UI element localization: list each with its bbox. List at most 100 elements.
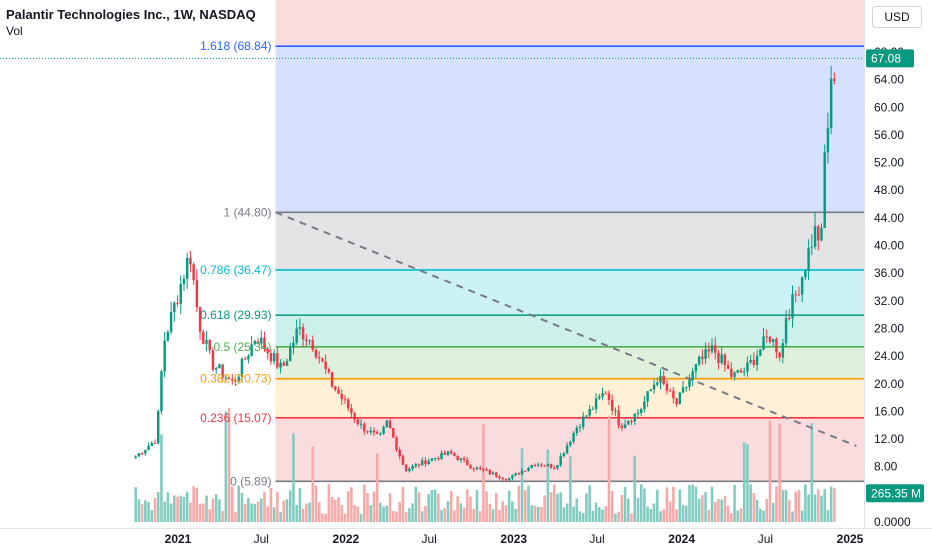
candle-body (211, 350, 215, 370)
candle-body (755, 355, 759, 366)
volume-bar (643, 488, 646, 522)
candle-body (156, 411, 160, 444)
candle-body (334, 386, 337, 390)
volume-bar (295, 504, 298, 522)
volume-bar (327, 484, 331, 522)
candle-body (697, 356, 701, 365)
time-tick: 2021 (165, 532, 192, 546)
volume-bar (739, 508, 743, 522)
candle-body (462, 458, 466, 460)
candle-body (656, 382, 659, 385)
volume-bar (578, 511, 582, 522)
candle-body (382, 426, 385, 434)
volume-bar (301, 508, 305, 522)
candle-body (134, 456, 137, 458)
price-tick: 64.00 (874, 73, 904, 87)
candle-body (759, 349, 762, 356)
volume-bar (469, 496, 472, 522)
candle-body (829, 78, 833, 128)
volume-bar (440, 509, 443, 522)
currency-selector[interactable]: USD (872, 6, 922, 28)
candle-body (643, 401, 646, 410)
volume-bar (665, 487, 669, 522)
candle-body (588, 409, 591, 416)
volume-bar (369, 505, 373, 522)
volume-bar (536, 506, 540, 522)
trendline-layer[interactable] (275, 211, 857, 447)
volume-bar (823, 489, 826, 522)
candle-body (359, 423, 363, 425)
last-price-badge (866, 49, 914, 68)
volume-bar (617, 511, 620, 522)
volume-bar (337, 497, 340, 522)
volume-bar (768, 420, 772, 522)
volume-bar (160, 434, 163, 522)
volume-bar (614, 513, 617, 522)
volume-bar (559, 492, 562, 522)
candle-body (169, 311, 173, 332)
candle-body (369, 430, 372, 433)
price-axis[interactable]: 0.0000 8.00 12.00 16.00 20.00 24.00 28.00 32.00… (874, 45, 911, 529)
candle-body (498, 476, 501, 479)
candle-body (408, 468, 411, 472)
volume-bar (501, 501, 505, 522)
candle-body (598, 396, 601, 399)
volume-bar (575, 498, 579, 522)
fib-zone (275, 212, 864, 270)
volume-bar (820, 495, 823, 522)
candle-body (646, 391, 649, 402)
candle-body (176, 302, 179, 304)
volume-bar (189, 502, 192, 522)
volume-bar (144, 500, 147, 522)
candle-body (363, 423, 366, 432)
candle-body (491, 472, 495, 475)
volume-bar (411, 503, 414, 522)
candle-body (295, 328, 298, 343)
volume-bar (591, 510, 595, 522)
volume-bar (787, 500, 791, 522)
time-axis[interactable]: 2021 Jul 2022 Jul 2023 Jul 2024 Jul 2025 (165, 532, 864, 546)
volume-bar (569, 456, 572, 522)
price-tick: 60.00 (874, 100, 904, 114)
fib-fill-zones (275, 0, 864, 482)
candle-body (691, 371, 694, 380)
volume-bar (266, 506, 269, 522)
volume-indicator-label[interactable]: Vol (6, 24, 23, 38)
candle-body (810, 246, 814, 248)
volume-bar (668, 501, 672, 522)
volume-bar (775, 486, 778, 522)
volume-bar (601, 509, 604, 522)
volume-bars (134, 407, 836, 522)
volume-bar (214, 494, 218, 522)
volume-bar (723, 496, 727, 522)
volume-bar (717, 498, 720, 522)
candle-body (742, 371, 746, 373)
time-tick: Jul (589, 532, 604, 546)
candle-body (231, 379, 234, 381)
volume-bar (314, 485, 318, 522)
candle-body (379, 433, 382, 435)
volume-bar (800, 510, 804, 522)
volume-bar (173, 495, 176, 522)
candle-body (540, 464, 543, 466)
candle-body (575, 427, 579, 434)
volume-bar (366, 492, 369, 522)
trendline[interactable] (275, 211, 857, 447)
volume-bar (388, 493, 392, 522)
candle-body (324, 361, 327, 369)
candle-body (256, 341, 260, 344)
volume-bar (211, 498, 215, 522)
candle-body (771, 338, 775, 342)
fib-level-label: 0.382 (20.73) (200, 372, 271, 386)
fib-level-label: 0.5 (25.34) (213, 340, 271, 354)
volume-bar (762, 510, 765, 522)
volume-bar (662, 509, 666, 522)
volume-bar (733, 484, 736, 522)
candle-body (276, 353, 279, 368)
volume-bar (311, 446, 315, 522)
candle-body (627, 421, 630, 425)
candle-body (775, 338, 778, 353)
candle-body (662, 375, 665, 384)
volume-bar (382, 506, 385, 522)
